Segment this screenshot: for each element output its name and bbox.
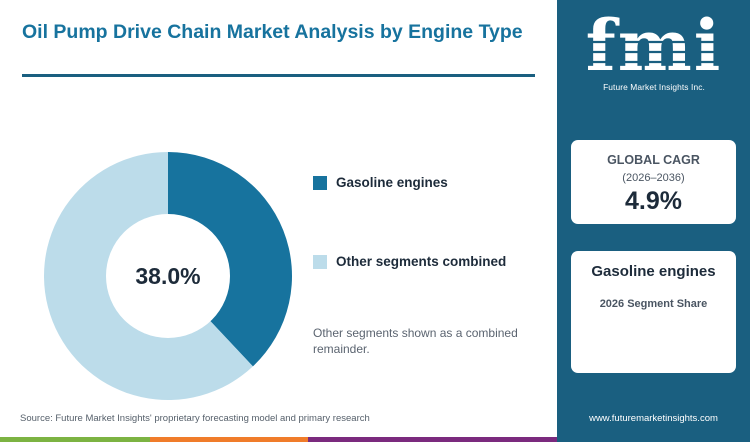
segment-title: Gasoline engines: [591, 263, 716, 280]
sidebar: fmi Future Market Insights Inc. GLOBAL C…: [557, 0, 750, 437]
chart-note: Other segments shown as a combined remai…: [313, 326, 518, 356]
main-panel: Oil Pump Drive Chain Market Analysis by …: [20, 21, 535, 424]
legend-label-other: Other segments combined: [336, 254, 507, 269]
website-link[interactable]: www.futuremarketinsights.com: [589, 413, 718, 424]
bar-segment-blue: [557, 437, 750, 442]
source-note: Source: Future Market Insights' propriet…: [20, 413, 370, 424]
cagr-period: (2026–2036): [622, 172, 685, 184]
cagr-value: 4.9%: [625, 187, 682, 215]
segment-card: Gasoline engines 2026 Segment Share: [571, 251, 736, 373]
donut-slice-gasoline: [168, 152, 292, 367]
donut-chart: 38.0%: [43, 152, 292, 401]
center-value-label: 38.0%: [135, 263, 200, 289]
donut-hole: [106, 214, 230, 338]
fmi-logo-icon: fmi: [581, 4, 727, 87]
segment-subtitle: 2026 Segment Share: [599, 298, 708, 310]
bar-segment-orange: [150, 437, 308, 442]
legend-label-gasoline: Gasoline engines: [336, 175, 448, 190]
bar-segment-purple: [308, 437, 557, 442]
fmi-logo: fmi Future Market Insights Inc.: [581, 4, 727, 98]
page-title: Oil Pump Drive Chain Market Analysis by …: [22, 21, 523, 43]
bottom-color-bar: [0, 437, 750, 442]
legend-item-gasoline: Gasoline engines: [313, 175, 448, 190]
legend-swatch-gasoline: [313, 175, 327, 190]
legend-item-other: Other segments combined: [313, 254, 506, 269]
cagr-label: GLOBAL CAGR: [607, 153, 700, 167]
title-divider: [22, 74, 535, 77]
cagr-card: GLOBAL CAGR (2026–2036) 4.9%: [571, 140, 736, 224]
logo-subtitle: Future Market Insights Inc.: [603, 82, 705, 92]
logo-wordmark: fmi: [586, 12, 723, 82]
legend-swatch-other: [313, 254, 327, 269]
bar-segment-green: [0, 437, 150, 442]
